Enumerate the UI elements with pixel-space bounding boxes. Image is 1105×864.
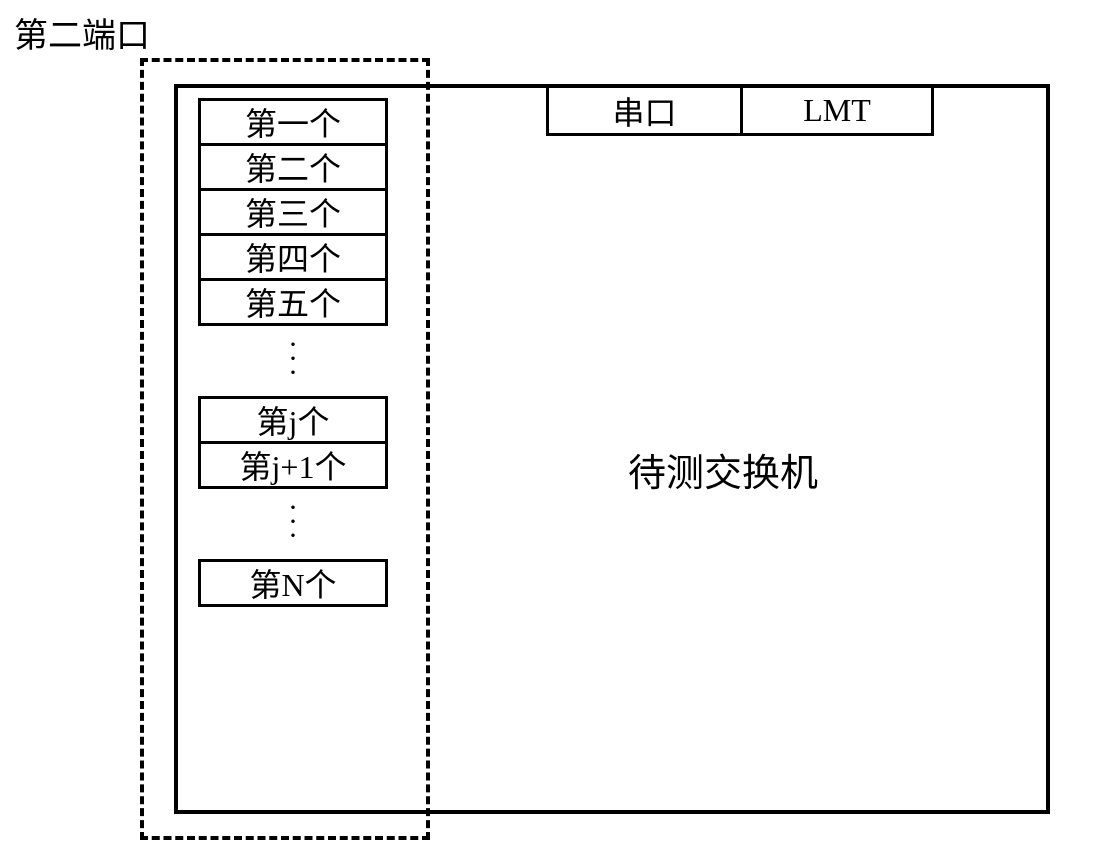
lmt-port-cell: LMT	[740, 88, 934, 136]
second-port-label: 第二端口	[14, 8, 150, 57]
port-cell-3: 第三个	[198, 188, 388, 236]
port-cell-j-plus-1: 第j+1个	[198, 441, 388, 489]
port-cell-1: 第一个	[198, 98, 388, 146]
top-port-group: 串口 LMT	[546, 88, 934, 136]
vertical-dots-2: ···	[288, 501, 298, 543]
port-cell-2: 第二个	[198, 143, 388, 191]
port-cell-5: 第五个	[198, 278, 388, 326]
port-cell-4: 第四个	[198, 233, 388, 281]
lmt-label: LMT	[803, 92, 871, 129]
switch-under-test-box: 串口 LMT 第一个 第二个 第三个 第四个 第五个 ··· 第j个 第j+1个…	[174, 84, 1050, 814]
second-port-list: 第一个 第二个 第三个 第四个 第五个 ··· 第j个 第j+1个 ··· 第N…	[198, 98, 388, 607]
port-cell-j: 第j个	[198, 396, 388, 444]
vertical-dots-1: ···	[288, 338, 298, 380]
switch-under-test-label: 待测交换机	[628, 442, 818, 497]
serial-port-cell: 串口	[546, 88, 740, 136]
port-cell-n: 第N个	[198, 559, 388, 607]
